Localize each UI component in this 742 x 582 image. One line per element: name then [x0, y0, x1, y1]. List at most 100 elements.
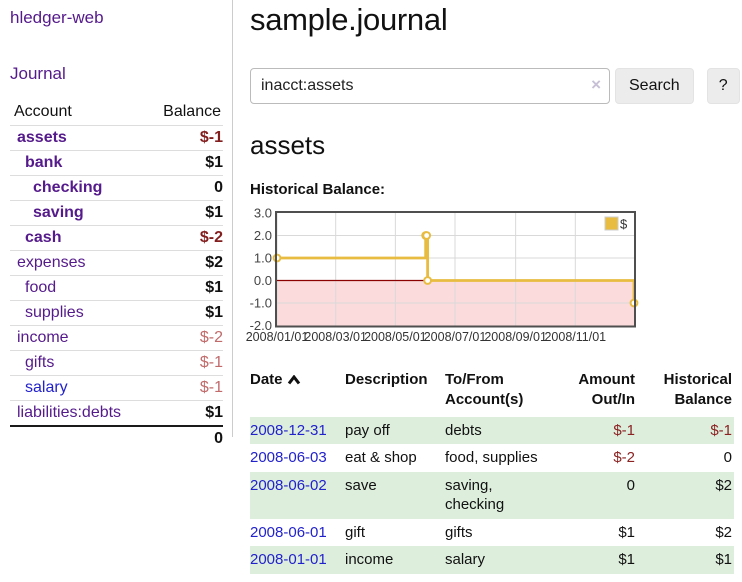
account-name-cell: food	[10, 275, 146, 301]
register-header-row: Date Description To/From Account(s) Amou…	[250, 368, 734, 417]
account-balance: $1	[145, 400, 223, 426]
account-balance: $1	[145, 275, 223, 301]
register-header-description: Description	[345, 371, 428, 388]
register-header-balance: Historical Balance	[663, 371, 732, 409]
account-link[interactable]: salary	[25, 379, 68, 396]
transaction-amount: $1	[618, 523, 635, 541]
accounts-header-account: Account	[14, 103, 72, 120]
account-name-cell: liabilities:debts	[10, 400, 146, 426]
search-input[interactable]	[250, 68, 610, 104]
clear-search-icon[interactable]: ×	[591, 75, 601, 94]
x-tick-label: 2008/05/01	[364, 330, 427, 344]
accounts-total-spacer	[10, 425, 146, 451]
account-balance: $1	[145, 150, 223, 176]
x-tick-label: 2008/09/01	[484, 330, 547, 344]
account-row: liabilities:debts $1	[10, 400, 223, 426]
transaction-amount: 0	[557, 471, 637, 519]
register-row: 2008-12-31 pay off debts $-1 $-1	[250, 416, 734, 444]
y-tick-label: -2.0	[250, 318, 272, 333]
main-content: sample.journal × Search ? assets Histori…	[234, 0, 742, 574]
transaction-date-cell: 2008-01-01	[250, 546, 345, 574]
account-row: cash $-2	[10, 225, 223, 251]
app-brand-link[interactable]: hledger-web	[10, 8, 104, 27]
register-body: 2008-12-31 pay off debts $-1 $-1 2008-06-03 ea…	[250, 416, 734, 574]
transaction-date-link[interactable]: 2008-06-02	[250, 476, 327, 494]
chart-border	[275, 211, 636, 328]
transaction-date-link[interactable]: 2008-01-01	[250, 551, 327, 568]
account-heading: assets	[250, 130, 326, 160]
transaction-amount: $-1	[557, 416, 637, 444]
page-title: sample.journal	[250, 2, 448, 37]
sidebar-nav: Journal	[10, 64, 222, 84]
transaction-date-link[interactable]: 2008-12-31	[250, 421, 327, 439]
transaction-balance: 0	[723, 449, 732, 466]
transaction-date-cell: 2008-06-01	[250, 519, 345, 547]
register-row: 2008-06-01 gift gifts $1 $2	[250, 519, 734, 547]
account-row: expenses $2	[10, 250, 223, 276]
y-tick-label: 3.0	[254, 206, 272, 221]
account-link[interactable]: income	[17, 329, 69, 346]
transaction-description: income	[345, 546, 445, 574]
search-input-wrap: ×	[250, 68, 610, 104]
register-row: 2008-06-03 eat & shop food, supplies $-2 0	[250, 444, 734, 472]
account-row: gifts $-1	[10, 350, 223, 376]
register-row: 2008-01-01 income salary $1 $1	[250, 546, 734, 574]
transaction-date-link[interactable]: 2008-06-01	[250, 523, 327, 541]
y-tick-label: -1.0	[250, 296, 272, 311]
account-link[interactable]: gifts	[25, 354, 55, 371]
transaction-date-cell: 2008-06-02	[250, 471, 345, 519]
account-name-cell: assets	[10, 125, 146, 151]
x-tick-label: 2008/03/01	[304, 330, 367, 344]
y-tick-label: 0.0	[254, 273, 272, 288]
account-name-cell: saving	[10, 200, 146, 226]
sidebar-item-journal[interactable]: Journal	[10, 64, 66, 83]
historical-balance-chart: $3.0 2.0 1.0 0.0 -1.0 -2.0 2008/01/01 2008/03/0…	[244, 206, 734, 348]
chart-canvas: $3.0 2.0 1.0 0.0 -1.0 -2.02008/01/012008/03/0…	[246, 206, 639, 344]
account-name-cell: salary	[10, 375, 146, 401]
sort-ascending-icon	[287, 374, 300, 385]
account-row: income $-2	[10, 325, 223, 351]
account-link[interactable]: liabilities:debts	[17, 404, 122, 421]
account-link[interactable]: saving	[33, 204, 84, 221]
account-balance: $1	[145, 200, 223, 226]
account-name-cell: supplies	[10, 300, 146, 326]
accounts-header-row: Account Balance	[10, 100, 223, 126]
help-button[interactable]: ?	[706, 68, 740, 104]
transaction-amount: $-2	[613, 449, 635, 466]
account-link[interactable]: checking	[33, 179, 103, 196]
account-row: saving $1	[10, 200, 223, 226]
account-link[interactable]: expenses	[17, 254, 86, 271]
accounts-table: Account Balance assets $-1 bank $1 checking 0…	[10, 100, 223, 451]
account-link[interactable]: bank	[25, 154, 63, 171]
account-name-cell: gifts	[10, 350, 146, 376]
y-tick-label: 2.0	[254, 228, 272, 243]
account-balance: $-1	[145, 350, 223, 376]
account-name-cell: cash	[10, 225, 146, 251]
data-point-marker	[422, 231, 432, 240]
register-header-date[interactable]: Date	[250, 368, 345, 417]
x-tick-label: 2008/11/01	[544, 330, 606, 344]
account-name-cell: checking	[10, 175, 146, 201]
account-name-cell: income	[10, 325, 146, 351]
account-link[interactable]: food	[25, 279, 57, 296]
search-button[interactable]: Search	[615, 68, 694, 104]
transaction-accounts: salary	[445, 546, 557, 574]
account-row: supplies $1	[10, 300, 223, 326]
accounts-table-body: assets $-1 bank $1 checking 0 saving $1 cash $-2 e…	[10, 125, 223, 426]
transaction-description: gift	[345, 523, 366, 541]
account-link[interactable]: supplies	[25, 304, 84, 321]
transaction-date-link[interactable]: 2008-06-03	[250, 449, 327, 466]
transaction-description: pay off	[345, 416, 445, 444]
transaction-description: save	[345, 471, 445, 519]
account-row: checking 0	[10, 175, 223, 201]
account-link[interactable]: assets	[17, 129, 67, 146]
account-balance: $1	[145, 300, 223, 326]
register-header-date-label: Date	[250, 371, 283, 388]
accounts-total-balance: 0	[145, 425, 223, 451]
transaction-balance: $2	[715, 523, 732, 541]
account-link[interactable]: cash	[25, 229, 62, 246]
sidebar: hledger-web Journal Account Balance asse…	[0, 0, 233, 451]
x-tick-label: 2008/07/01	[424, 330, 487, 344]
transaction-amount: $1	[557, 546, 637, 574]
